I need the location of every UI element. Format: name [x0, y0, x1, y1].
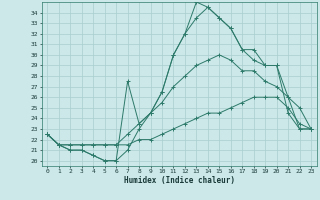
X-axis label: Humidex (Indice chaleur): Humidex (Indice chaleur) — [124, 176, 235, 185]
